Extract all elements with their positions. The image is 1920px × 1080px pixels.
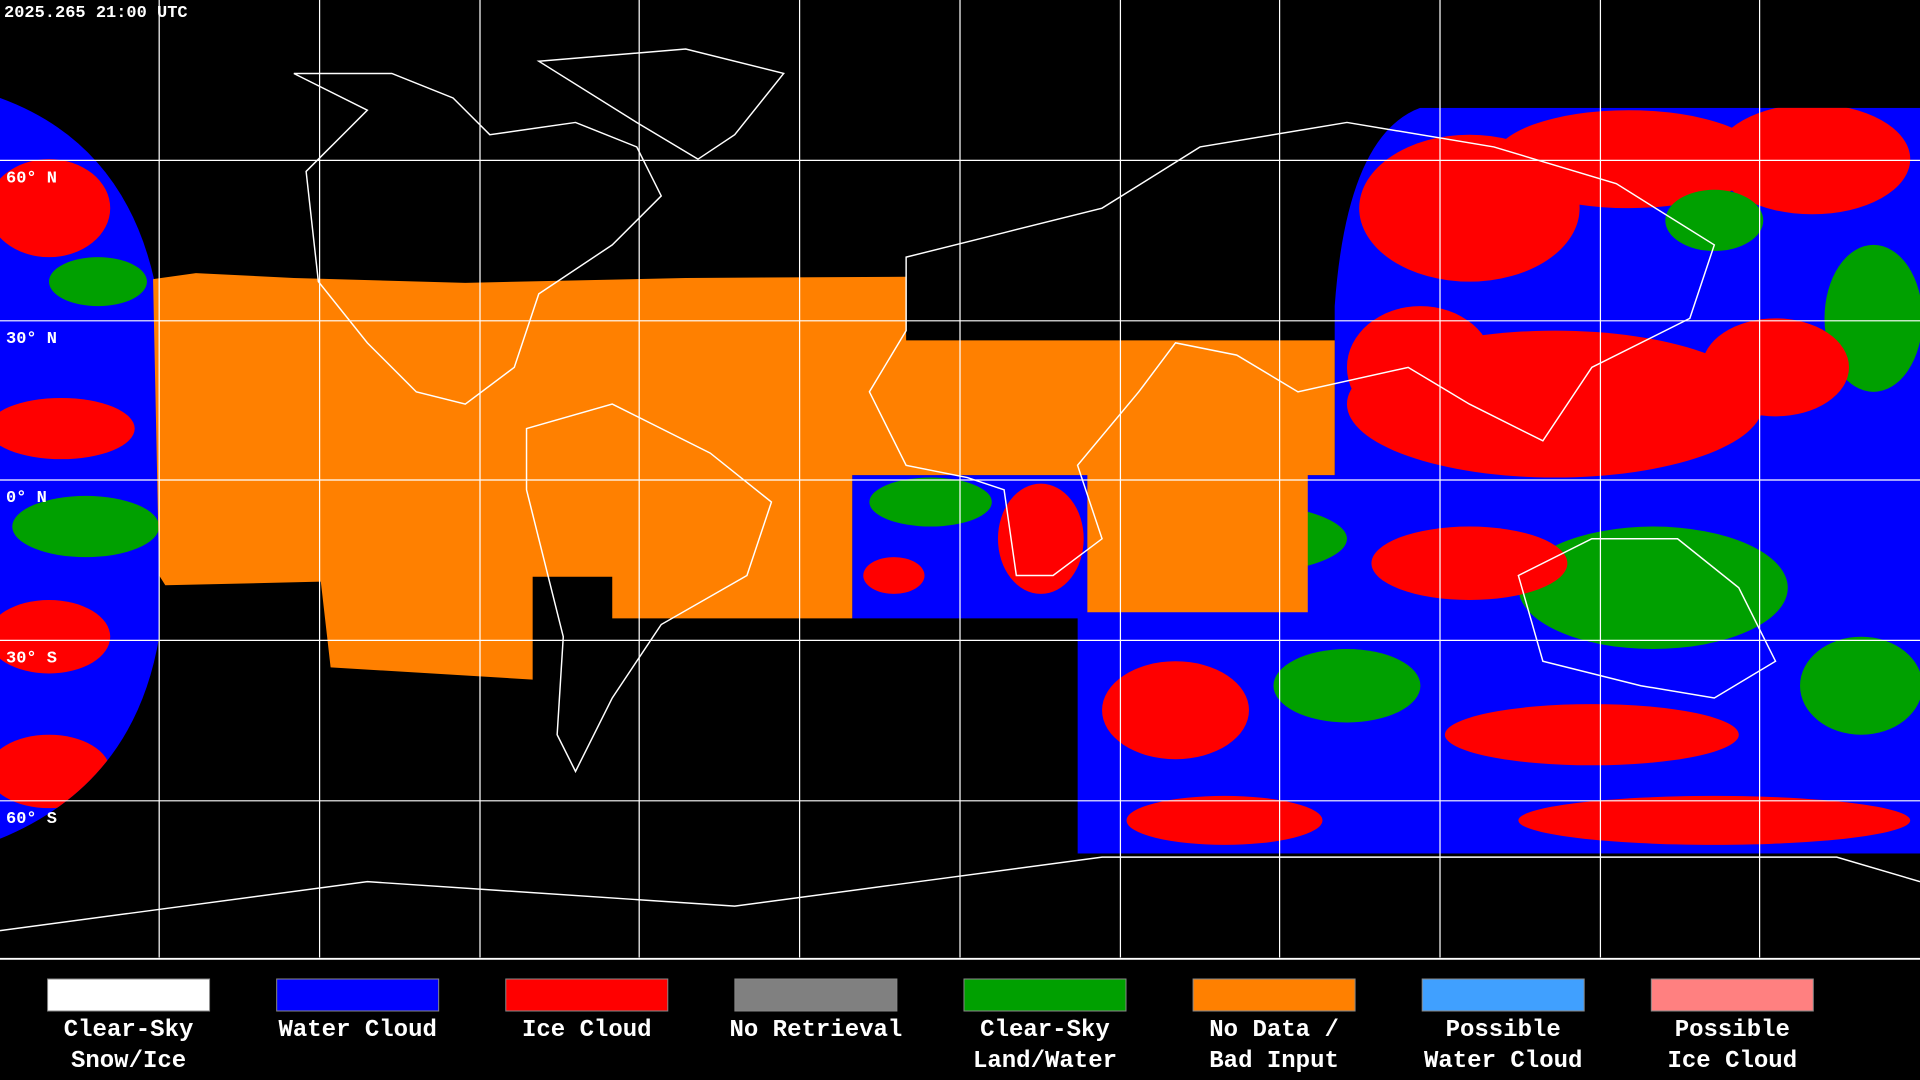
coverage-atlantic xyxy=(852,475,1088,619)
legend-label: Clear-Sky xyxy=(980,1017,1110,1044)
legend-swatch xyxy=(1192,978,1356,1012)
legend-label: Ice Cloud xyxy=(522,1017,652,1044)
timestamp: 2025.265 21:00 UTC xyxy=(4,4,188,23)
legend-label: Water Cloud xyxy=(278,1017,436,1044)
legend-label: Clear-Sky xyxy=(64,1017,194,1044)
legend-swatch xyxy=(734,978,898,1012)
legend-label: Possible xyxy=(1446,1017,1561,1044)
latitude-label: 30° S xyxy=(6,649,57,668)
map xyxy=(0,0,1920,960)
graticule xyxy=(0,0,1920,960)
legend-label: Ice Cloud xyxy=(1667,1048,1797,1075)
latitude-label: 60° S xyxy=(6,810,57,829)
coastlines xyxy=(0,48,1920,932)
latitude-label: 60° N xyxy=(6,169,57,188)
legend-label: Land/Water xyxy=(973,1048,1117,1075)
latitude-labels: 60° N 30° N 0° N 30° S 60° S xyxy=(6,169,57,828)
latitude-label: 0° N xyxy=(6,489,47,508)
no-data-region xyxy=(153,273,1335,680)
legend-label: Water Cloud xyxy=(1424,1048,1582,1075)
legend: Clear-Sky Snow/Ice Water Cloud Ice Cloud No … xyxy=(47,978,1814,1075)
legend-swatch xyxy=(276,978,440,1012)
legend-swatch xyxy=(1650,978,1814,1012)
coverage-west xyxy=(0,97,160,839)
latitude-label: 30° N xyxy=(6,330,57,349)
legend-swatch xyxy=(505,978,669,1012)
legend-label: Snow/Ice xyxy=(71,1048,186,1075)
legend-swatch xyxy=(1421,978,1585,1012)
legend-swatch xyxy=(963,978,1127,1012)
legend-label: No Retrieval xyxy=(729,1017,902,1044)
legend-label: No Data / xyxy=(1209,1017,1339,1044)
legend-swatch xyxy=(47,978,211,1012)
legend-label: Bad Input xyxy=(1209,1048,1339,1075)
legend-label: Possible xyxy=(1675,1017,1790,1044)
